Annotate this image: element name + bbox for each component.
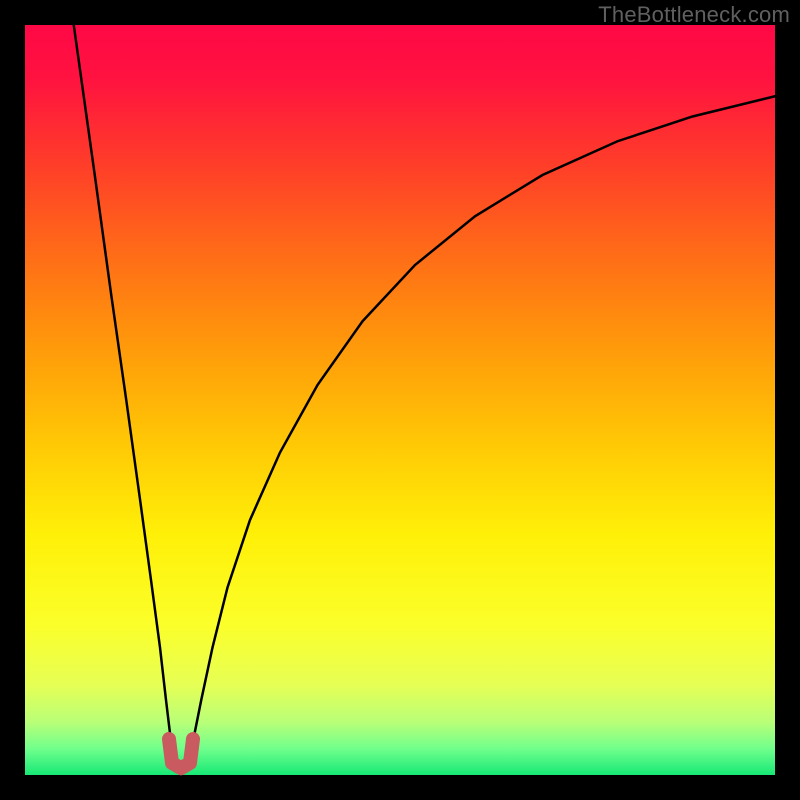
bottleneck-chart	[0, 0, 800, 800]
chart-stage: TheBottleneck.com	[0, 0, 800, 800]
watermark-text: TheBottleneck.com	[598, 2, 790, 28]
gradient-background	[25, 25, 775, 775]
